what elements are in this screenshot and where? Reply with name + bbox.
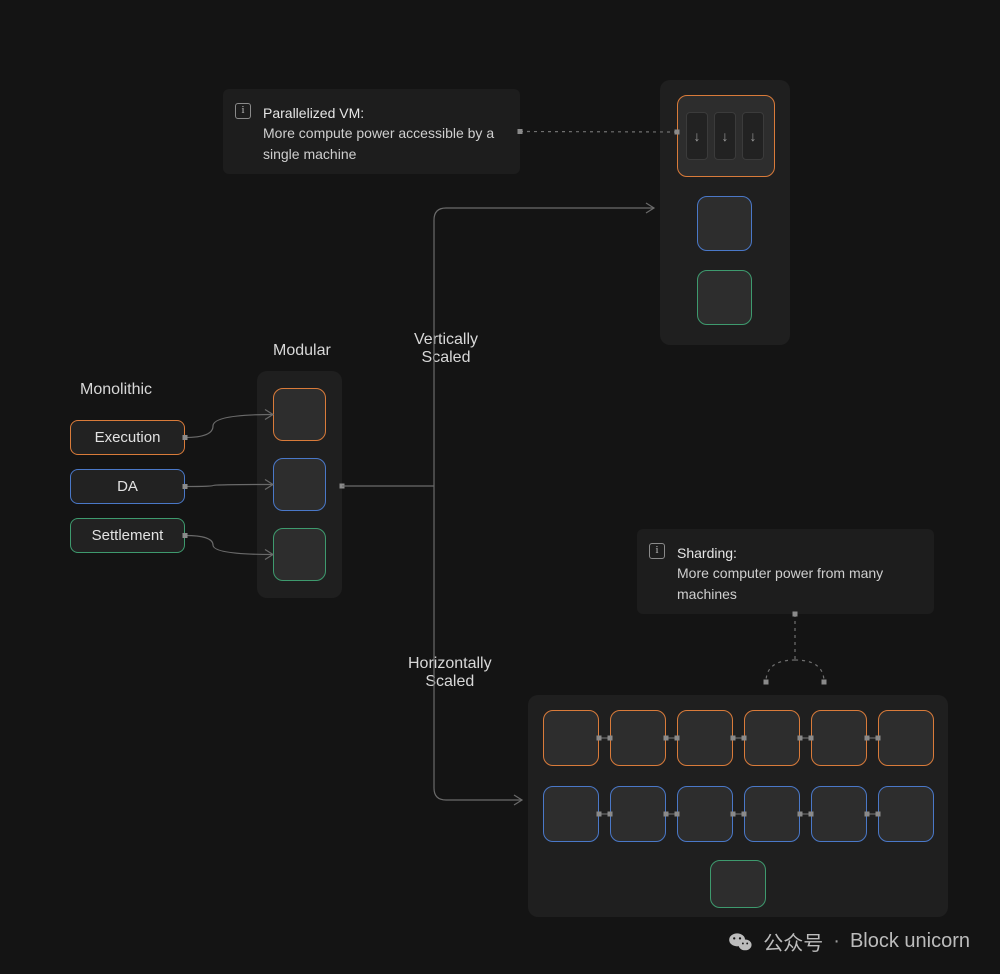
hpanel-row1-box-5: [878, 710, 934, 766]
infobox-top-body: More compute power accessible by a singl…: [263, 125, 494, 161]
pill-execution: Execution: [70, 420, 185, 455]
vpanel-slot-3: ↓: [742, 112, 764, 160]
monolithic-title: Monolithic: [80, 381, 152, 399]
infobox-sharding: i Sharding: More computer power from man…: [637, 529, 934, 614]
hpanel-row1-box-2: [677, 710, 733, 766]
infobox-top-title: Parallelized VM:: [263, 105, 364, 121]
infobox-bottom-body: More computer power from many machines: [677, 565, 883, 601]
diagram-canvas: Monolithic Execution DA Settlement Modul…: [0, 0, 1000, 974]
watermark-label-1: 公众号: [763, 927, 823, 956]
hpanel-row2-box-0: [543, 786, 599, 842]
hpanel-row1-box-3: [744, 710, 800, 766]
hpanel-row2-box-2: [677, 786, 733, 842]
modular-box-settlement: [273, 528, 326, 581]
vpanel-box-blue: [697, 196, 752, 251]
vpanel-slot-1: ↓: [686, 112, 708, 160]
watermark: 公众号 · Block unicorn: [727, 927, 970, 956]
hpanel-row2-box-3: [744, 786, 800, 842]
hpanel-row2-box-5: [878, 786, 934, 842]
hpanel-row1-box-1: [610, 710, 666, 766]
vertically-scaled-label: Vertically Scaled: [414, 331, 478, 367]
info-icon: i: [235, 103, 251, 119]
infobox-bottom-title: Sharding:: [677, 545, 737, 561]
modular-title: Modular: [273, 342, 331, 360]
info-icon: i: [649, 543, 665, 559]
hpanel-row2-box-1: [610, 786, 666, 842]
pill-da: DA: [70, 469, 185, 504]
modular-box-da: [273, 458, 326, 511]
watermark-label-2: Block unicorn: [850, 930, 970, 953]
wechat-icon: [727, 929, 753, 955]
modular-box-execution: [273, 388, 326, 441]
watermark-sep: ·: [833, 930, 840, 953]
pill-settlement: Settlement: [70, 518, 185, 553]
horizontally-scaled-label: Horizontally Scaled: [408, 655, 492, 691]
hpanel-settlement-box: [710, 860, 766, 908]
hpanel-row1-box-4: [811, 710, 867, 766]
hpanel-row2-box-4: [811, 786, 867, 842]
vpanel-slot-2: ↓: [714, 112, 736, 160]
infobox-parallelized-vm: i Parallelized VM: More compute power ac…: [223, 89, 520, 174]
hpanel-row1-box-0: [543, 710, 599, 766]
vpanel-box-green: [697, 270, 752, 325]
